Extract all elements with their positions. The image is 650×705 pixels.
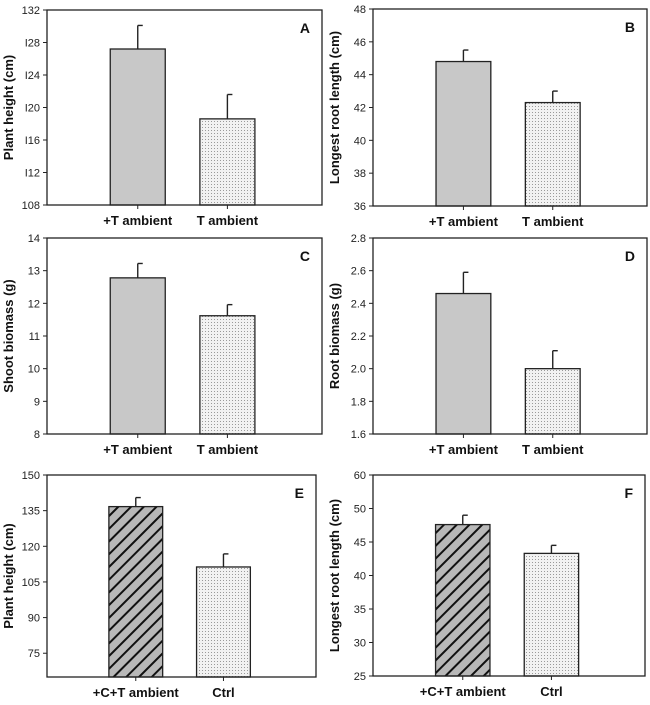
y-axis-label: Root biomass (g): [327, 283, 342, 389]
plot-frame: [46, 237, 323, 435]
y-tick-label: 105: [22, 577, 40, 589]
bar: [199, 118, 256, 206]
x-tick-label: +T ambient: [429, 442, 499, 457]
y-axis-label: Shoot biomass (g): [1, 279, 16, 392]
x-tick-label: Ctrl: [540, 684, 562, 699]
panel-letter: A: [300, 20, 310, 36]
y-tick-label: 44: [354, 70, 366, 82]
x-tick-label: +C+T ambient: [420, 684, 507, 699]
bar: [199, 315, 256, 435]
plot-frame: [46, 474, 317, 678]
panel-d: +T ambient T ambient 1.6 1.8 2.0 2.2 2.4 2.6 2.8…: [327, 233, 648, 457]
y-tick-label: 35: [354, 604, 366, 616]
y-axis-label: Longest root length (cm): [327, 499, 342, 652]
y-tick-label: 90: [28, 613, 40, 625]
y-tick-label: 12: [28, 298, 40, 310]
y-tick-label: 45: [354, 537, 366, 549]
y-tick-label: 1.8: [351, 396, 366, 408]
y-tick-label: 2.6: [351, 266, 366, 278]
y-tick-label: I16: [25, 135, 40, 147]
panel-f: +C+T ambient Ctrl 25 30 35 40 45 50 60 Longest ro…: [327, 470, 646, 699]
y-tick-label: 108: [22, 200, 40, 212]
panel-e: +C+T ambient Ctrl 75 90 105 120 135 150 Plant he…: [1, 470, 317, 700]
y-axis-label: Plant height (cm): [1, 523, 16, 628]
y-tick-label: I24: [25, 70, 40, 82]
plot-frame: [372, 8, 648, 207]
y-axis-label: Longest root length (cm): [327, 31, 342, 184]
y-axis-label: Plant height (cm): [1, 55, 16, 160]
bar: [435, 292, 492, 435]
y-tick-label: 132: [22, 5, 40, 17]
y-tick-label: 75: [28, 648, 40, 660]
y-tick-label: 1.6: [351, 429, 366, 441]
x-tick-label: Ctrl: [212, 685, 234, 700]
y-tick-label: 2.0: [351, 364, 366, 376]
panel-letter: E: [295, 485, 304, 501]
y-tick-label: 38: [354, 168, 366, 180]
y-tick-label: 13: [28, 266, 40, 278]
panel-letter: D: [625, 248, 635, 264]
bar: [435, 60, 492, 207]
y-tick-label: 50: [354, 504, 366, 516]
x-tick-label: +T ambient: [103, 442, 173, 457]
bar: [524, 368, 581, 435]
y-tick-label: 150: [22, 470, 40, 482]
panel-b: +T ambient T ambient 36 38 40 42 44 46 48 Longest…: [327, 4, 648, 229]
y-tick-label: I28: [25, 38, 40, 50]
y-tick-label: 120: [22, 541, 40, 553]
plot-frame: [372, 237, 648, 435]
y-tick-label: 2.8: [351, 233, 366, 245]
x-tick-label: T ambient: [522, 214, 584, 229]
y-tick-label: 8: [34, 429, 40, 441]
y-tick-label: 60: [354, 470, 366, 482]
y-tick-label: 9: [34, 396, 40, 408]
y-tick-label: 36: [354, 201, 366, 213]
y-tick-label: 40: [354, 571, 366, 583]
y-tick-label: 42: [354, 103, 366, 115]
x-tick-label: T ambient: [197, 442, 259, 457]
bar: [109, 48, 166, 206]
bar: [434, 523, 491, 677]
plot-frame: [46, 9, 323, 206]
panel-c: +T ambient T ambient 8 9 10 11 12 13 14 Shoot bio…: [1, 233, 323, 457]
y-tick-label: 14: [28, 233, 40, 245]
bar: [109, 277, 166, 435]
bar: [524, 101, 581, 207]
y-tick-label: 2.2: [351, 331, 366, 343]
x-tick-label: T ambient: [197, 213, 259, 228]
y-tick-label: I12: [25, 168, 40, 180]
bar: [195, 566, 252, 678]
x-tick-label: +T ambient: [103, 213, 173, 228]
x-tick-label: +T ambient: [429, 214, 499, 229]
x-tick-label: T ambient: [522, 442, 584, 457]
y-tick-label: 10: [28, 364, 40, 376]
plot-frame: [372, 474, 646, 677]
panel-a: +T ambient T ambient 108 I12 I16 I20 I24 I28 132…: [1, 5, 323, 228]
y-tick-label: 11: [29, 331, 40, 343]
y-tick-label: 2.4: [351, 298, 366, 310]
panel-letter: F: [624, 485, 633, 501]
panel-letter: C: [300, 248, 310, 264]
y-tick-label: 40: [354, 135, 366, 147]
y-tick-label: 48: [354, 4, 366, 16]
panel-letter: B: [625, 19, 635, 35]
y-tick-label: 135: [22, 506, 40, 518]
y-tick-label: 46: [354, 37, 366, 49]
y-tick-label: I20: [25, 103, 40, 115]
bar: [523, 552, 580, 677]
y-tick-label: 25: [354, 671, 366, 683]
bar: [108, 505, 164, 678]
y-tick-label: 30: [354, 638, 366, 650]
x-tick-label: +C+T ambient: [93, 685, 180, 700]
